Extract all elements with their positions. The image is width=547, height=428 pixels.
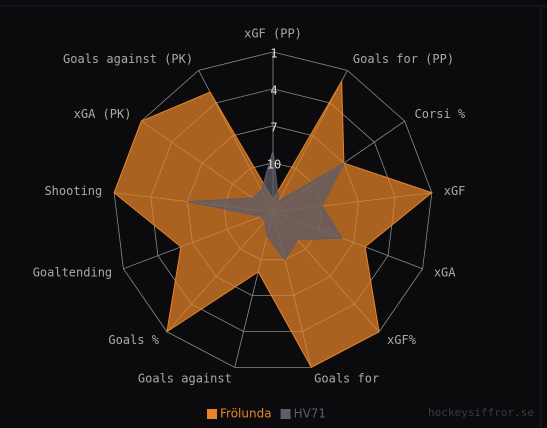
axis-label: Goaltending xyxy=(33,265,112,279)
legend-label: Frölunda xyxy=(220,407,272,421)
legend-swatch xyxy=(280,409,291,419)
axis-label: Goals % xyxy=(108,333,159,347)
axis-label: Goals for xyxy=(314,372,379,386)
r-tick-label: 7 xyxy=(270,120,277,134)
axis-label: Goals for (PP) xyxy=(353,52,454,66)
r-tick-label: 10 xyxy=(267,157,281,171)
axis-label: Goals against (PK) xyxy=(63,52,193,66)
axis-label: Goals against xyxy=(138,372,232,386)
axis-label: xGA (PK) xyxy=(74,107,132,121)
axis-label: Corsi % xyxy=(415,107,466,121)
axis-label: xGF% xyxy=(387,333,417,347)
series-area xyxy=(187,150,346,261)
legend-swatch xyxy=(207,409,217,419)
credit: hockeysiffror.se xyxy=(428,406,534,419)
legend-label: HV71 xyxy=(294,407,327,421)
r-tick-label: 1 xyxy=(270,47,277,61)
r-tick-label: 4 xyxy=(270,83,277,97)
axis-label: Shooting xyxy=(44,184,102,198)
axis-label: xGF (PP) xyxy=(244,27,302,41)
axis-label: xGF xyxy=(444,184,466,198)
axis-label: xGA xyxy=(434,265,456,279)
